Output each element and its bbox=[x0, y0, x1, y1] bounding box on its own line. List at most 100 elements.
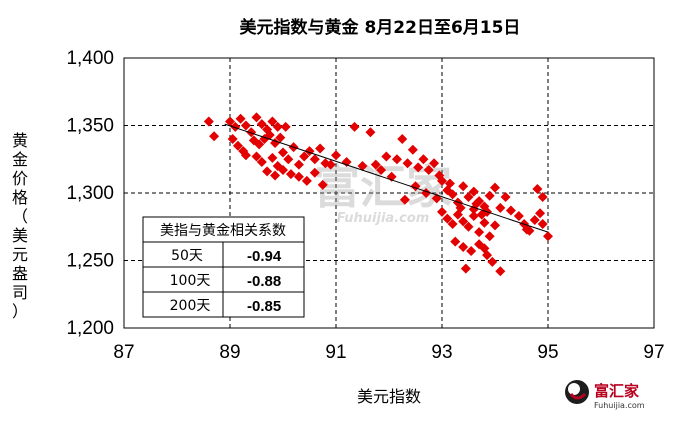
correlation-table: 美指与黄金相关系数 50天 -0.94 100天 -0.88 200天 -0.8… bbox=[142, 216, 305, 318]
x-tick-labels: 87 89 91 93 95 97 bbox=[113, 342, 664, 363]
scatter-point bbox=[256, 119, 267, 130]
y-axis-title-char: （ bbox=[12, 207, 28, 226]
y-tick-label: 1,350 bbox=[66, 116, 114, 137]
scatter-point bbox=[235, 113, 246, 124]
logo-subtext: Fuhuijia.com bbox=[594, 401, 645, 410]
x-axis-title: 美元指数 bbox=[357, 387, 421, 406]
corr-row-period: 200天 bbox=[170, 298, 211, 314]
y-axis-title-char: 司 bbox=[12, 283, 28, 302]
scatter-point bbox=[293, 159, 304, 170]
scatter-point bbox=[293, 171, 304, 182]
scatter-point bbox=[447, 219, 458, 230]
y-axis-title-char: 盎 bbox=[12, 264, 28, 283]
scatter-point bbox=[529, 215, 540, 225]
scatter-point bbox=[283, 154, 294, 165]
scatter-point bbox=[264, 129, 275, 140]
scatter-point bbox=[370, 159, 381, 170]
scatter-point bbox=[532, 183, 543, 194]
scatter-point bbox=[256, 156, 267, 167]
scatter-point bbox=[490, 220, 500, 231]
scatter-point bbox=[267, 152, 278, 163]
scatter-point bbox=[325, 159, 336, 170]
scatter-point bbox=[458, 242, 469, 252]
scatter-point bbox=[437, 175, 447, 186]
scatter-point bbox=[458, 181, 469, 192]
y-axis-title-char: 黄 bbox=[12, 131, 28, 150]
scatter-point bbox=[468, 210, 479, 221]
watermark: 富汇家 Fuhuijia.com bbox=[314, 160, 452, 226]
scatter-point bbox=[458, 216, 469, 227]
scatter-point bbox=[232, 140, 243, 151]
x-tick-label: 91 bbox=[325, 342, 346, 363]
corr-row-value: -0.94 bbox=[247, 248, 282, 265]
scatter-point bbox=[209, 131, 220, 142]
scatter-point bbox=[418, 154, 429, 165]
scatter-point bbox=[285, 169, 296, 180]
scatter-point bbox=[272, 121, 283, 132]
scatter-point bbox=[240, 150, 251, 161]
scatter-point bbox=[402, 158, 413, 169]
x-tick-label: 87 bbox=[113, 342, 134, 363]
chart-title: 美元指数与黄金 8月22日至6月15日 bbox=[240, 17, 521, 38]
y-axis-title-char: 价 bbox=[12, 169, 28, 188]
scatter-point bbox=[278, 147, 288, 158]
scatter-point bbox=[460, 263, 471, 274]
scatter-point bbox=[246, 127, 257, 138]
scatter-point bbox=[225, 116, 235, 127]
scatter-point bbox=[479, 243, 490, 254]
scatter-point bbox=[381, 151, 392, 162]
trend-line bbox=[224, 123, 549, 233]
scatter-point bbox=[468, 186, 479, 197]
y-axis-title-char: 金 bbox=[12, 150, 28, 169]
scatter-point bbox=[407, 144, 418, 155]
scatter-point bbox=[437, 206, 447, 217]
scatter-point bbox=[315, 143, 326, 154]
scatter-point bbox=[466, 246, 477, 257]
scatter-point bbox=[444, 178, 455, 189]
scatter-point bbox=[537, 192, 548, 203]
scatter-point bbox=[230, 121, 241, 132]
scatter-point bbox=[442, 213, 453, 224]
scatter-point bbox=[500, 192, 511, 203]
scatter-point bbox=[299, 151, 310, 162]
scatter-point bbox=[254, 139, 265, 150]
y-axis-title-char: 元 bbox=[12, 245, 28, 264]
scatter-point bbox=[423, 165, 434, 176]
scatter-point bbox=[495, 266, 506, 277]
scatter-point bbox=[251, 112, 262, 123]
corr-table-header: 美指与黄金相关系数 bbox=[160, 222, 286, 239]
x-tick-label: 95 bbox=[537, 342, 558, 363]
x-tick-label: 97 bbox=[643, 342, 664, 363]
x-tick-label: 93 bbox=[431, 342, 452, 363]
scatter-point bbox=[301, 175, 312, 186]
y-tick-label: 1,200 bbox=[66, 318, 114, 339]
scatter-point bbox=[331, 150, 341, 161]
scatter-point bbox=[484, 231, 495, 242]
scatter-point bbox=[357, 161, 368, 171]
scatter-point bbox=[376, 165, 387, 176]
scatter-point bbox=[513, 210, 524, 221]
scatter-point bbox=[429, 158, 440, 169]
scatter-point bbox=[495, 202, 506, 213]
y-tick-label: 1,400 bbox=[66, 48, 114, 69]
scatter-point bbox=[484, 190, 495, 201]
scatter-point bbox=[463, 221, 474, 232]
corr-row-value: -0.88 bbox=[247, 273, 281, 290]
scatter-point bbox=[227, 134, 238, 144]
corr-row-value: -0.85 bbox=[247, 298, 281, 315]
scatter-point bbox=[309, 154, 320, 165]
scatter-point bbox=[262, 166, 273, 177]
scatter-point bbox=[349, 121, 360, 132]
scatter-point bbox=[543, 231, 553, 242]
scatter-point bbox=[399, 194, 410, 205]
scatter-point bbox=[450, 236, 461, 247]
x-tick-label: 89 bbox=[219, 342, 240, 363]
scatter-point bbox=[487, 256, 498, 267]
scatter-point bbox=[317, 179, 328, 190]
scatter-point bbox=[447, 189, 458, 200]
logo-text: 富汇家 bbox=[594, 382, 639, 400]
scatter-point bbox=[270, 170, 281, 181]
scatter-point bbox=[537, 219, 548, 230]
